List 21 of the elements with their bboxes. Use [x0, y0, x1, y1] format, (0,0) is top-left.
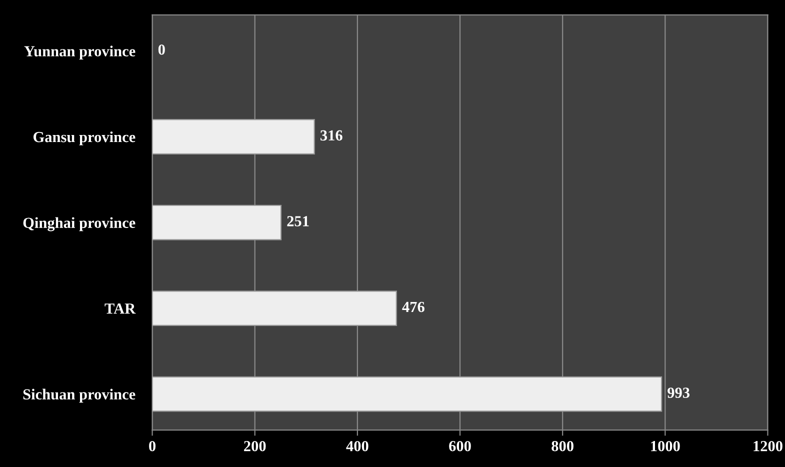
- x-tick-label: 600: [449, 440, 471, 452]
- y-tick-label: TAR: [104, 304, 136, 314]
- x-tick-label: 400: [346, 440, 368, 452]
- x-tick-label: 0: [149, 440, 156, 452]
- bar: [152, 290, 397, 326]
- data-label: 993: [668, 388, 690, 398]
- data-label: 251: [287, 216, 309, 226]
- bar: [152, 376, 662, 412]
- data-label: 316: [320, 130, 342, 141]
- data-label: 476: [402, 302, 424, 312]
- data-label: 0: [158, 44, 165, 55]
- x-tick-label: 800: [552, 440, 574, 452]
- bar: [152, 204, 282, 240]
- y-tick-label: Yunnan province: [24, 46, 136, 60]
- x-tick-label: 200: [244, 440, 266, 452]
- y-tick-label: Qinghai province: [23, 217, 136, 232]
- y-tick-label: Sichuan province: [23, 388, 136, 403]
- x-tick-label: 1000: [651, 440, 680, 452]
- x-tick-label: 1200: [754, 440, 782, 452]
- bar: [152, 119, 315, 154]
- y-tick-label: Gansu province: [34, 131, 136, 146]
